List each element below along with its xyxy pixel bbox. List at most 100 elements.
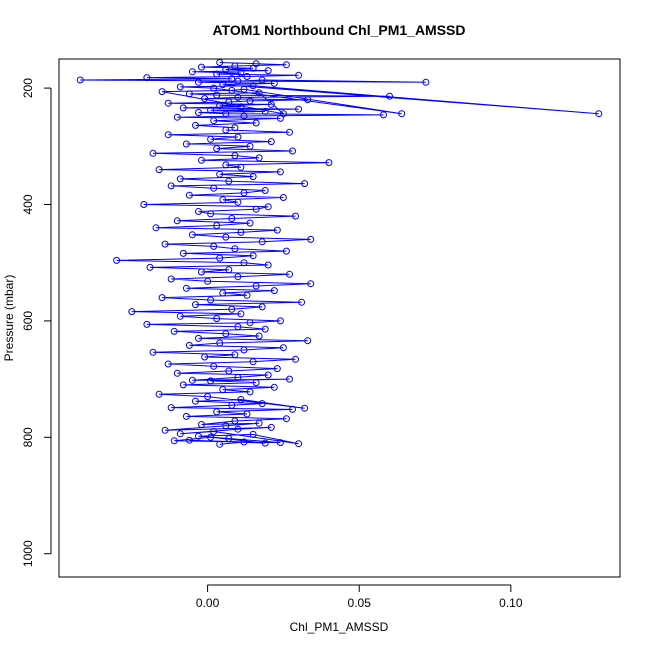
data-point [231,124,239,132]
data-point [225,266,233,274]
data-point [167,182,175,190]
data-point [185,436,193,444]
data-point [258,400,266,408]
data-point [176,83,184,91]
y-tick-label: 800 [21,427,35,447]
data-point [289,147,296,155]
data-point [270,79,278,87]
data-point [198,156,205,164]
data-point [246,219,254,227]
data-point [155,166,163,174]
data-point [185,191,193,199]
x-tick-label: 0.10 [499,596,523,610]
data-point [258,76,266,84]
data-point [228,305,236,313]
data-point [213,408,221,416]
data-point [216,170,224,178]
data-point [173,369,181,377]
data-point [276,168,284,176]
data-point [240,346,248,354]
data-point [219,386,227,394]
data-point [237,228,245,236]
data-point [219,289,227,297]
data-point [237,103,245,111]
data-point [210,117,218,125]
data-point [167,275,175,283]
data-point [213,222,221,229]
data-point [261,439,269,447]
data-point [295,71,303,79]
data-point [282,415,290,423]
data-point [286,270,293,278]
data-point [207,433,215,441]
data-point [276,317,284,325]
data-point [216,254,224,262]
data-point [201,95,209,103]
y-tick-label: 200 [21,78,35,98]
data-point [255,332,263,340]
data-point [258,303,266,311]
data-point [255,419,263,427]
data-point [216,102,224,110]
data-point [201,353,209,361]
data-point [210,428,218,435]
data-point [207,377,215,385]
x-tick-label: 0.05 [348,596,372,610]
data-point [170,437,178,445]
data-point [228,401,236,409]
data-point [195,208,202,215]
data-point [304,96,312,104]
data-point [222,66,230,73]
data-point [264,261,272,269]
data-point [170,327,178,335]
data-point [273,365,281,373]
data-point [207,210,215,218]
data-point [307,280,315,288]
data-point [237,163,245,171]
data-point [398,110,406,118]
data-point [225,98,233,106]
data-point [249,430,257,438]
data-point [176,430,184,438]
data-point [140,201,148,208]
data-point [216,440,224,448]
data-point [270,383,278,391]
plot-frame [58,58,621,578]
data-point [237,396,245,403]
data-point [158,294,166,302]
data-point [228,86,236,94]
data-point [231,152,239,160]
data-point [286,375,293,383]
data-point [264,67,272,75]
data-point [276,439,284,447]
data-point [161,426,169,434]
data-point [595,110,603,118]
data-point [292,355,299,363]
data-point [228,215,236,222]
data-point [237,310,245,318]
data-point [246,319,254,327]
data-point [264,203,272,211]
data-point [213,70,221,78]
x-axis-label: Chl_PM1_AMSSD [290,620,389,634]
data-point [210,184,218,192]
data-point [158,88,166,96]
data-point [286,128,293,136]
data-point [188,231,196,239]
data-point [161,240,169,248]
data-point [252,119,260,127]
data-point [207,296,215,304]
data-point [282,247,290,255]
data-point [234,133,242,141]
series-line-1 [116,129,329,445]
data-point [167,404,175,412]
data-point [261,107,269,115]
data-point [155,390,163,398]
data-point [246,388,254,396]
data-point [234,77,242,85]
data-point [225,367,233,375]
data-point [173,217,181,225]
data-point [231,245,239,253]
data-point [231,351,239,359]
data-point [279,344,287,352]
